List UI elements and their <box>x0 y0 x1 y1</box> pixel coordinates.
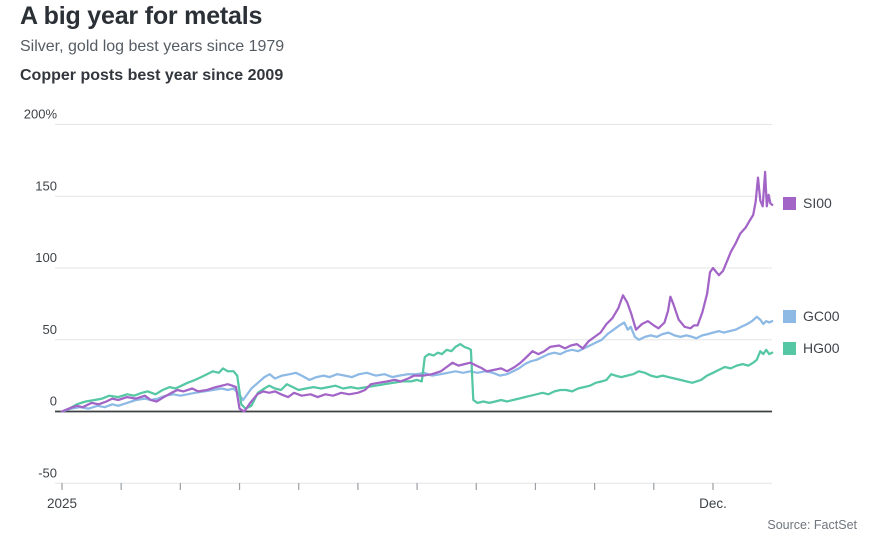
chart-title: A big year for metals <box>20 2 263 30</box>
legend-item-si00: SI00 <box>783 195 832 211</box>
y-axis-label: 150 <box>35 178 57 193</box>
y-axis-label: -50 <box>38 465 57 480</box>
x-axis-label: Dec. <box>699 496 727 511</box>
y-axis-label: 50 <box>43 322 57 337</box>
legend-item-gc00: GC00 <box>783 308 840 324</box>
chart-highlight-subtitle: Copper posts best year since 2009 <box>20 67 284 84</box>
legend-item-hg00: HG00 <box>783 340 840 356</box>
legend-swatch-si00-icon <box>783 196 796 210</box>
legend-label-hg00: HG00 <box>803 340 840 356</box>
series-line-HG00 <box>60 342 774 413</box>
chart-subtitle: Silver, gold log best years since 1979 <box>20 38 285 55</box>
y-axis-label: 200% <box>24 107 58 122</box>
legend-swatch-gc00-icon <box>783 309 796 323</box>
series-line-GC00 <box>60 315 774 413</box>
y-axis-label: 0 <box>50 394 57 409</box>
legend-swatch-hg00-icon <box>783 341 796 355</box>
source-attribution: Source: FactSet <box>767 518 857 532</box>
legend-label-si00: SI00 <box>803 195 832 211</box>
x-axis-label: 2025 <box>47 496 77 511</box>
series-line-SI00 <box>60 170 774 413</box>
legend-label-gc00: GC00 <box>803 308 840 324</box>
y-axis-label: 100 <box>35 250 57 265</box>
